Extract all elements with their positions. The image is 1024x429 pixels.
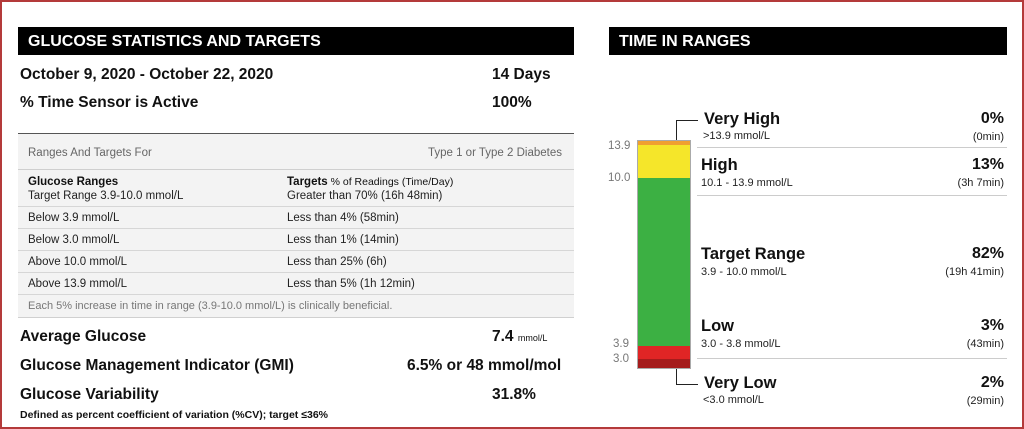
time-in-range-bar xyxy=(637,140,691,369)
table-row: Target Range 3.9-10.0 mmol/L Greater tha… xyxy=(18,185,574,207)
col-targets-rest: % of Readings (Time/Day) xyxy=(327,176,454,188)
very-low-percent: 2% xyxy=(980,374,1004,391)
date-range: October 9, 2020 - October 22, 2020 xyxy=(20,66,274,83)
divider-high xyxy=(697,147,1007,148)
high-segment xyxy=(638,145,690,178)
tick-13-9: 13.9 xyxy=(608,140,631,152)
time-in-ranges-header: TIME IN RANGES xyxy=(609,27,1007,55)
ranges-header-right: Type 1 or Type 2 Diabetes xyxy=(427,147,562,159)
very-high-percent: 0% xyxy=(980,110,1004,127)
days-count: 14 Days xyxy=(492,66,551,83)
divider-target xyxy=(697,195,1007,196)
avg-glucose-unit: mmol/L xyxy=(517,333,548,343)
avg-glucose-label: Average Glucose xyxy=(20,328,147,345)
high-percent: 13% xyxy=(971,156,1004,173)
table-row: Above 10.0 mmol/L Less than 25% (6h) xyxy=(18,251,574,273)
table-row: Below 3.0 mmol/L Less than 1% (14min) xyxy=(18,229,574,251)
target-cell: Greater than 70% (16h 48min) xyxy=(287,190,443,202)
variability-value: 31.8% xyxy=(492,386,536,403)
range-cell: Above 10.0 mmol/L xyxy=(28,256,128,268)
very-high-label: Very High xyxy=(704,110,781,128)
ranges-targets-box: Ranges And Targets For Type 1 or Type 2 … xyxy=(18,133,574,318)
tick-3-9: 3.9 xyxy=(613,338,629,350)
very-low-bracket xyxy=(676,369,698,385)
target-range-segment xyxy=(638,178,690,346)
table-row: Above 13.9 mmol/L Less than 5% (1h 12min… xyxy=(18,273,574,295)
glucose-stats-header: GLUCOSE STATISTICS AND TARGETS xyxy=(18,27,574,55)
target-cell: Less than 25% (6h) xyxy=(287,256,387,268)
col-targets-bold: Targets xyxy=(287,176,328,188)
very-high-bracket xyxy=(676,120,698,140)
tick-3-0: 3.0 xyxy=(613,353,629,365)
high-label: High xyxy=(701,156,738,174)
very-low-label: Very Low xyxy=(704,374,777,392)
col-glucose-ranges-header: Glucose Ranges xyxy=(28,176,119,188)
gmi-label: Glucose Management Indicator (GMI) xyxy=(20,357,294,374)
low-range: 3.0 - 3.8 mmol/L xyxy=(701,338,781,350)
target-range-percent: 82% xyxy=(971,245,1004,262)
very-low-range: <3.0 mmol/L xyxy=(703,394,764,406)
high-range: 10.1 - 13.9 mmol/L xyxy=(701,177,793,189)
variability-label: Glucose Variability xyxy=(20,386,159,403)
table-row: Below 3.9 mmol/L Less than 4% (58min) xyxy=(18,207,574,229)
ranges-header: Ranges And Targets For Type 1 or Type 2 … xyxy=(18,134,574,170)
very-high-segment xyxy=(638,141,690,145)
avg-glucose-value: 7.4 mmol/L xyxy=(492,328,547,346)
target-range-label: Target Range xyxy=(701,245,806,263)
target-cell: Less than 1% (14min) xyxy=(287,234,399,246)
low-percent: 3% xyxy=(980,317,1004,334)
range-cell: Above 13.9 mmol/L xyxy=(28,278,128,290)
very-low-time: (29min) xyxy=(966,395,1004,407)
sensor-active-value: 100% xyxy=(492,94,532,111)
range-cell: Target Range 3.9-10.0 mmol/L xyxy=(28,190,184,202)
range-cell: Below 3.0 mmol/L xyxy=(28,234,120,246)
tick-10-0: 10.0 xyxy=(608,172,631,184)
ranges-header-left: Ranges And Targets For xyxy=(28,147,152,159)
low-time: (43min) xyxy=(966,338,1004,350)
avg-glucose-number: 7.4 xyxy=(492,328,514,345)
high-time: (3h 7min) xyxy=(957,177,1004,189)
target-range-range: 3.9 - 10.0 mmol/L xyxy=(701,266,787,278)
very-high-range: >13.9 mmol/L xyxy=(703,130,770,142)
very-high-time: (0min) xyxy=(972,131,1004,143)
ranges-note: Each 5% increase in time in range (3.9-1… xyxy=(28,300,393,312)
target-range-time: (19h 41min) xyxy=(945,266,1004,278)
variability-note: Defined as percent coefficient of variat… xyxy=(20,409,328,421)
very-low-segment xyxy=(638,359,690,368)
divider-low xyxy=(697,358,1007,359)
low-segment xyxy=(638,346,690,359)
gmi-value: 6.5% or 48 mmol/mol xyxy=(407,357,562,374)
target-cell: Less than 4% (58min) xyxy=(287,212,399,224)
low-label: Low xyxy=(701,317,734,335)
target-cell: Less than 5% (1h 12min) xyxy=(287,278,415,290)
col-targets-header: Targets % of Readings (Time/Day) xyxy=(287,176,453,188)
range-cell: Below 3.9 mmol/L xyxy=(28,212,120,224)
sensor-active-label: % Time Sensor is Active xyxy=(20,94,199,111)
